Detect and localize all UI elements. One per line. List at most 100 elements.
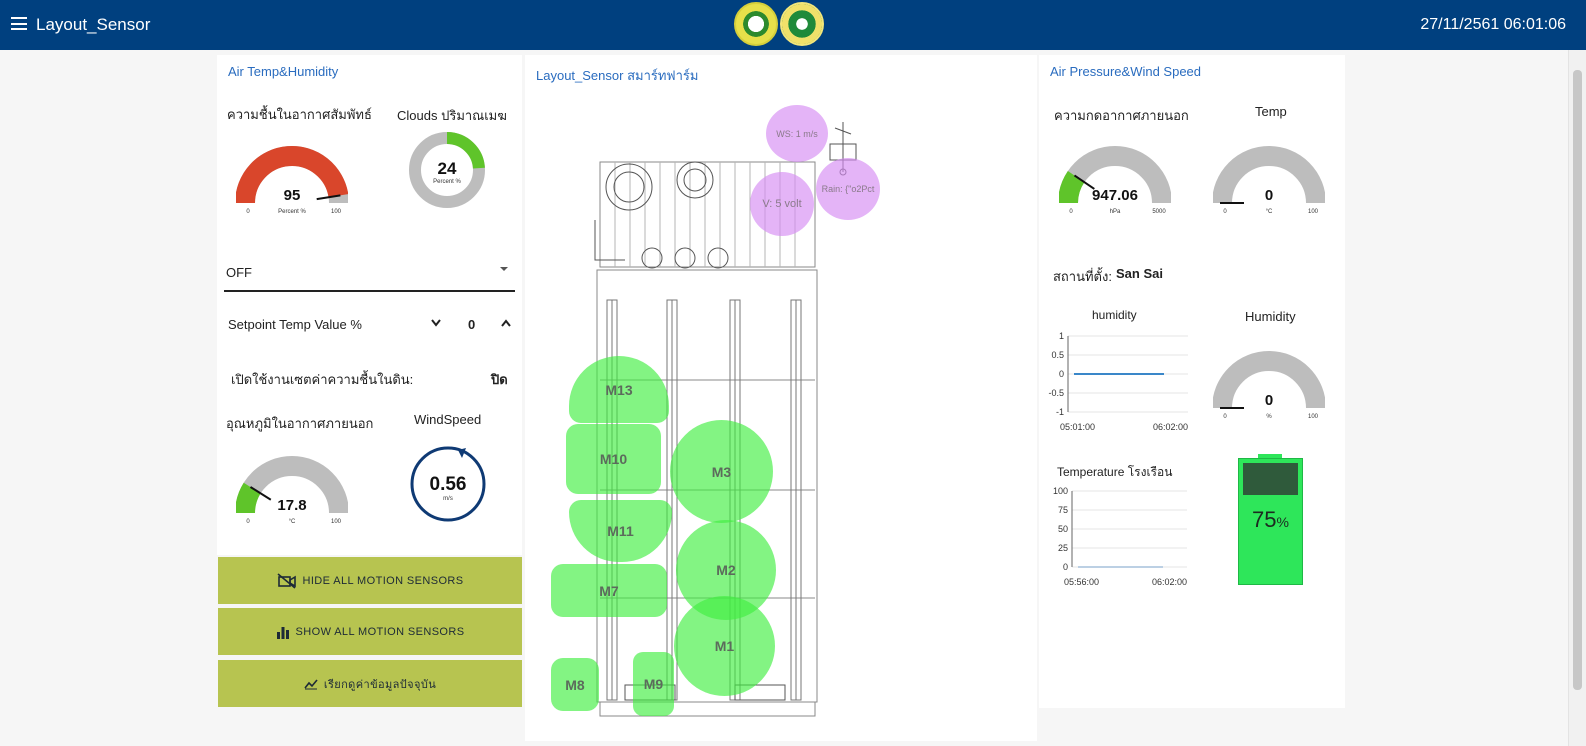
y-tick-label: 0.5 (1051, 350, 1064, 360)
menu-icon[interactable] (11, 17, 27, 31)
datetime-display: 27/11/2561 06:01:06 (1420, 16, 1566, 33)
battery-level-indicator: 75% (1238, 458, 1303, 585)
y-tick-label: 1 (1059, 331, 1064, 341)
humidity-chart-title: humidity (1092, 308, 1137, 322)
y-tick-label: -0.5 (1048, 388, 1064, 398)
chevron-up-icon[interactable] (500, 318, 512, 328)
show-motion-sensors-button[interactable]: SHOW ALL MOTION SENSORS (218, 608, 522, 655)
gauge-value: 0 (1265, 392, 1273, 409)
right-panel-title: Air Pressure&Wind Speed (1050, 64, 1202, 79)
chevron-down-icon[interactable] (430, 318, 442, 328)
fetch-current-data-button[interactable]: เรียกดูค่าข้อมูลปัจจุบัน (218, 660, 522, 707)
clouds-donut-gauge: 24 Percent % (409, 132, 485, 208)
gauge-track (1213, 146, 1325, 204)
battery-empty-portion (1243, 463, 1298, 495)
mode-select[interactable]: OFF (224, 259, 515, 292)
soil-toggle-label: เปิดใช้งานเซตค่าความชื้นในดิน: (231, 372, 414, 387)
battery-cap (1258, 454, 1282, 460)
gauge-fill (236, 146, 348, 204)
soil-toggle-value[interactable]: ปิด (491, 372, 508, 387)
outside-temp-gauge: 17.8 °C 0 100 (236, 456, 348, 525)
gauge-max: 5000 (1152, 209, 1166, 215)
gauge-min: 0 (1223, 414, 1227, 420)
outside-temp-label: อุณหภูมิในอากาศภายนอก (226, 416, 374, 431)
y-tick-label: 25 (1058, 543, 1068, 553)
center-panel-title: Layout_Sensor สมาร์ทฟาร์ม (536, 68, 699, 83)
gauge-fill (236, 482, 261, 514)
battery-readout: 75% (1239, 507, 1302, 533)
x-tick-label: 05:56:00 (1064, 577, 1099, 587)
motion-sensor-m3[interactable]: M3 (670, 420, 773, 523)
videocam-off-icon (276, 572, 296, 589)
gauge-max: 100 (1308, 414, 1319, 420)
rain-sensor[interactable]: Rain: {"o2Pct (816, 158, 880, 220)
donut-unit: Percent % (433, 179, 461, 185)
humidity-label: ความชื้นในอากาศสัมพัทธ์ (227, 107, 372, 122)
compass-ring (410, 446, 486, 522)
setpoint-value: 0 (468, 317, 476, 332)
temperature-chart-title: Temperature โรงเรือน (1057, 465, 1173, 479)
location-value: San Sai (1116, 266, 1163, 281)
mode-select-value: OFF (226, 265, 252, 280)
windspeed-label: WindSpeed (414, 412, 482, 427)
y-tick-label: 75 (1058, 505, 1068, 515)
gauge-min: 0 (246, 519, 250, 525)
gauge-unit: Percent % (278, 209, 306, 215)
gauge-unit: hPa (1110, 209, 1121, 215)
gauge-unit: °C (1266, 209, 1273, 215)
gauge-value: 95 (284, 187, 301, 204)
dropdown-arrow-icon (500, 267, 508, 271)
motion-sensor-m8[interactable]: M8 (551, 658, 599, 711)
page-scrollbar[interactable] (1568, 50, 1586, 746)
temperature-line-chart: 100 75 50 25 0 05:56:00 06:02:00 (1053, 486, 1187, 587)
donut-value: 24 (438, 159, 457, 178)
wind-direction-icon (458, 448, 466, 458)
motion-sensor-m10[interactable]: M10 (566, 424, 661, 494)
hide-motion-sensors-button[interactable]: HIDE ALL MOTION SENSORS (218, 557, 522, 604)
motion-sensor-m9[interactable]: M9 (633, 652, 674, 716)
show-button-label: SHOW ALL MOTION SENSORS (295, 625, 465, 638)
organization-logo (734, 2, 778, 46)
scroll-thumb[interactable] (1573, 70, 1582, 690)
gauge-needle (249, 486, 272, 501)
gauge-value: 0 (1265, 187, 1273, 204)
gauge-max: 100 (1308, 209, 1319, 215)
y-tick-label: 100 (1053, 486, 1068, 496)
gauge-unit: % (1266, 414, 1272, 420)
temp-gauge: 0 °C 0 100 (1213, 146, 1325, 215)
temp-gauge-label: Temp (1255, 104, 1287, 119)
gauge-value: 17.8 (277, 497, 306, 514)
windspeed-value: 0.56 (430, 474, 467, 495)
humidity-gauge-right: 0 % 0 100 (1213, 351, 1325, 420)
top-app-bar: Layout_Sensor 27/11/2561 06:01:06 (0, 0, 1586, 50)
hide-button-label: HIDE ALL MOTION SENSORS (302, 574, 464, 587)
location-label: สถานที่ตั้ง: (1053, 269, 1112, 284)
gauge-needle (316, 194, 341, 201)
battery-unit: % (1276, 514, 1289, 530)
motion-sensor-m7[interactable]: M7 (551, 564, 667, 617)
y-tick-label: 50 (1058, 524, 1068, 534)
voltage-sensor[interactable]: V: 5 volt (750, 172, 814, 236)
pressure-gauge: 947.06 hPa 0 5000 (1059, 146, 1171, 215)
wind-speed-sensor[interactable]: WS: 1 m/s (766, 105, 828, 162)
gauge-needle (1073, 174, 1095, 190)
university-logo (780, 2, 824, 46)
gauge-min: 0 (1223, 209, 1227, 215)
gauge-min: 0 (1069, 209, 1073, 215)
y-tick-label: 0 (1059, 369, 1064, 379)
x-tick-label: 06:02:00 (1153, 422, 1188, 432)
left-panel-title: Air Temp&Humidity (228, 64, 339, 79)
battery-value: 75 (1252, 507, 1277, 532)
gauge-track (1213, 351, 1325, 409)
gauge-min: 0 (246, 209, 250, 215)
y-tick-label: -1 (1056, 407, 1064, 417)
windspeed-unit: m/s (443, 496, 453, 502)
setpoint-label: Setpoint Temp Value % (228, 317, 362, 332)
gauge-value: 947.06 (1092, 187, 1138, 204)
humidity-line-chart: 1 0.5 0 -0.5 -1 05:01:00 06:02:00 (1048, 331, 1188, 432)
gauge-unit: °C (289, 519, 296, 525)
motion-sensor-m1[interactable]: M1 (674, 596, 775, 696)
y-tick-label: 0 (1063, 562, 1068, 572)
pressure-label: ความกดอากาศภายนอก (1054, 108, 1189, 123)
x-tick-label: 05:01:00 (1060, 422, 1095, 432)
